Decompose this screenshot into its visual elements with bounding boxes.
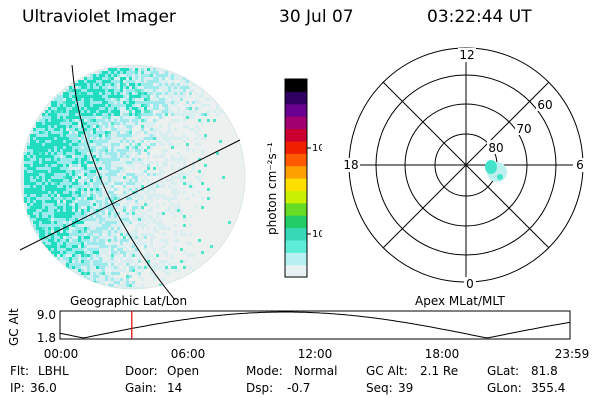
glon-label: GLon:: [487, 381, 522, 395]
altitude-curve: [59, 311, 571, 339]
observation-date: 30 Jul 07: [279, 7, 354, 27]
uv-emission-pixels: [24, 68, 245, 289]
colorbar-unit-label: photon cm⁻²s⁻¹: [265, 142, 279, 235]
seq-label: Seq:: [366, 381, 393, 395]
lat-label-80: 80: [488, 141, 503, 155]
altitude-xtick-0600: 06:00: [171, 347, 206, 361]
lat-label-60: 60: [537, 98, 552, 112]
instrument-title: Ultraviolet Imager: [22, 7, 176, 27]
colorbar-tick-10: 10: [312, 229, 322, 240]
lat-label-70: 70: [516, 122, 531, 136]
latitude-line: [19, 139, 241, 251]
mlt-label-6: 6: [576, 158, 584, 172]
colorbar: 100 10 photon cm⁻²s⁻¹: [265, 78, 322, 278]
gc-alt-label: GC Alt:: [366, 364, 408, 378]
altitude-xtick-0000: 00:00: [44, 347, 79, 361]
gain-label: Gain:: [125, 381, 157, 395]
uv-image-disk: [21, 65, 245, 289]
altitude-ytick-9: 9.0: [37, 308, 56, 322]
glat-value: 81.8: [531, 364, 558, 378]
colorbar-gradient: [285, 79, 307, 278]
glon-value: 355.4: [531, 381, 566, 395]
colorbar-tick-100: 100: [312, 143, 322, 154]
mode-value: Normal: [294, 364, 338, 378]
altitude-xtick-1800: 18:00: [425, 347, 460, 361]
dsp-value: -0.7: [287, 381, 311, 395]
altitude-ytick-1-8: 1.8: [37, 331, 56, 345]
altitude-xtick-2359: 23:59: [555, 347, 590, 361]
gain-value: 14: [167, 381, 183, 395]
uv-image-panel: [19, 64, 246, 300]
filter-label: Flt:: [10, 364, 29, 378]
ip-value: 36.0: [30, 381, 57, 395]
altitude-plot: GC Alt 9.0 1.8 00:00 06:00 12:00 18:00 2…: [7, 308, 590, 361]
gc-alt-value: 2.1 Re: [420, 364, 459, 378]
altitude-xtick-1200: 12:00: [298, 347, 333, 361]
disk-edge: [20, 64, 246, 290]
mode-label: Mode:: [246, 364, 283, 378]
altitude-plot-frame: [59, 310, 571, 340]
ip-label: IP:: [10, 381, 25, 395]
polar-diagonal-2: [382, 81, 550, 249]
apex-panel-label: Apex MLat/MLT: [415, 294, 505, 308]
altitude-ylabel: GC Alt: [7, 308, 21, 346]
polar-mlat-mlt-plot: 12 18 6 0 60 70 80: [342, 47, 587, 291]
mlt-label-0: 0: [466, 277, 474, 291]
geographic-panel-label: Geographic Lat/Lon: [70, 294, 188, 308]
polar-emission-core: [485, 160, 497, 174]
dsp-label: Dsp:: [246, 381, 274, 395]
observation-time: 03:22:44 UT: [427, 7, 532, 27]
mlt-label-12: 12: [459, 48, 474, 62]
seq-value: 39: [398, 381, 414, 395]
mlt-label-18: 18: [343, 158, 358, 172]
door-label: Door:: [125, 364, 158, 378]
door-value: Open: [167, 364, 200, 378]
filter-value: LBHL: [38, 364, 69, 378]
meridian-line: [71, 64, 176, 300]
glat-label: GLat:: [487, 364, 520, 378]
